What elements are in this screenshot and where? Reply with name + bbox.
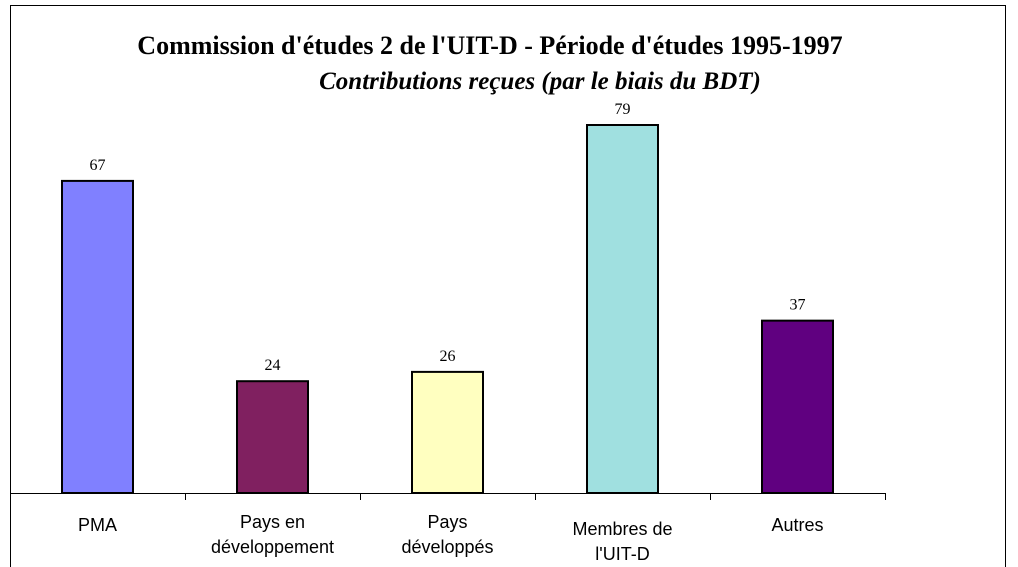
x-tick-label: Membres de (572, 519, 672, 539)
chart-title: Commission d'études 2 de l'UIT-D - Pério… (137, 31, 842, 60)
x-tick-label: Pays en (240, 512, 305, 532)
frame (10, 5, 1006, 567)
x-tick-label: Autres (771, 515, 823, 535)
value-label: 26 (440, 348, 456, 365)
x-tick-label: développement (211, 537, 334, 557)
bar (236, 380, 309, 495)
value-label: 79 (615, 101, 631, 118)
x-tick-label: l'UIT-D (595, 544, 649, 564)
value-label: 67 (90, 157, 106, 174)
x-tick-label: développés (401, 537, 493, 557)
bar (586, 124, 659, 494)
bar (411, 370, 484, 494)
chart-subtitle: Contributions reçues (par le biais du BD… (319, 68, 761, 95)
x-tick-label: PMA (78, 515, 117, 535)
bar (761, 319, 834, 494)
bar (61, 179, 134, 494)
value-label: 24 (265, 357, 281, 374)
x-tick-label: Pays (427, 512, 467, 532)
value-label: 37 (790, 297, 806, 314)
